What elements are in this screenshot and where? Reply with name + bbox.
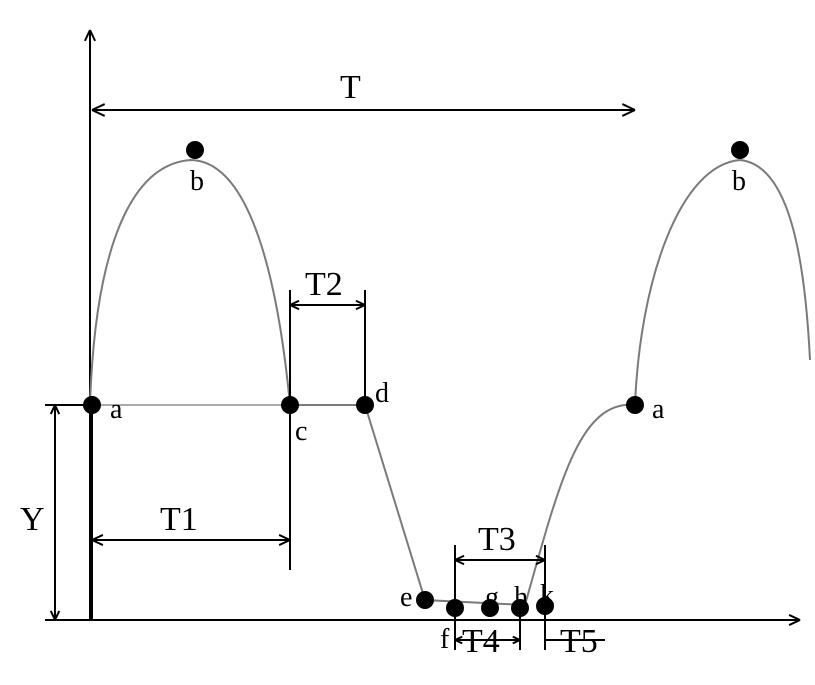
point-a1: [83, 396, 101, 414]
dimension-label-T3: T3: [478, 521, 516, 558]
point-label-a2: a: [652, 394, 665, 425]
point-label-c: c: [295, 416, 307, 447]
dimension-label-T5: T5: [560, 623, 598, 660]
point-label-b1: b: [190, 166, 204, 197]
dimension-Y: Y: [20, 405, 92, 620]
dimension-T1: T1: [92, 405, 290, 620]
waveform-diagram: T T1 T2 T3 T4 T5 Ya b c d ef ghk a b: [0, 0, 815, 685]
dimension-label-T4: T4: [462, 623, 500, 660]
point-label-a1: a: [110, 394, 123, 425]
point-d: [356, 396, 374, 414]
point-b1: [186, 141, 204, 159]
point-c: [281, 396, 299, 414]
dimension-T: T: [92, 69, 635, 110]
point-b2: [731, 141, 749, 159]
point-label-h: h: [514, 582, 528, 613]
point-a2: [626, 396, 644, 414]
point-label-g: g: [485, 582, 499, 613]
point-label-f: f: [440, 624, 450, 655]
dimension-label-T: T: [340, 69, 361, 106]
dimension-T2: T2: [290, 266, 365, 405]
point-label-e: e: [400, 582, 412, 613]
dimension-T5: T5: [545, 608, 605, 660]
dimension-label-T1: T1: [160, 501, 198, 538]
point-f: [446, 599, 464, 617]
waveform-curve: [90, 160, 810, 605]
point-label-k: k: [540, 580, 554, 611]
dimension-label-Y: Y: [20, 501, 45, 538]
point-e: [416, 591, 434, 609]
point-label-b2: b: [732, 166, 746, 197]
point-label-d: d: [375, 378, 389, 409]
dimension-label-T2: T2: [305, 266, 343, 303]
dimension-T3: T3: [455, 521, 545, 608]
